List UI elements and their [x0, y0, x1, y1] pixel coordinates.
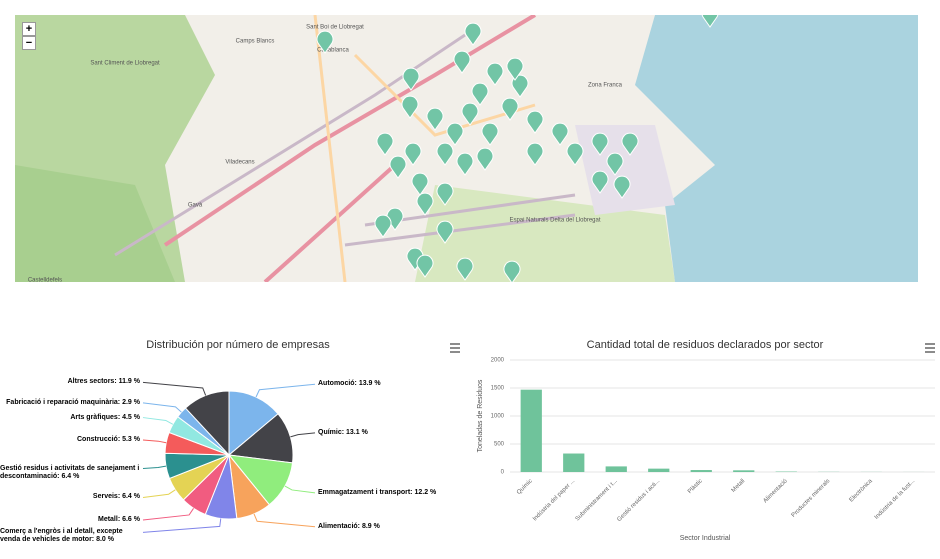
pie-svg: Distribución por número de empresas [0, 330, 470, 554]
chart-title: Cantidad total de residuos declarados po… [587, 339, 824, 351]
label-connector [143, 440, 166, 443]
bar [691, 470, 712, 472]
map-label: Espai Naturals Delta del Llobregat [509, 218, 600, 224]
bar-svg: Cantidad total de residuos declarados po… [470, 330, 940, 554]
map-label: Camps Blancs [236, 39, 275, 45]
label-connector [143, 508, 194, 520]
map-label: Sant Climent de Llobregat [90, 61, 160, 67]
y-tick-label: 1500 [491, 386, 505, 392]
data-label: Automoció: 13.9 % [318, 380, 381, 388]
x-tick-label: Gestió residus i acti... [616, 478, 661, 523]
label-connector [143, 382, 206, 395]
x-tick-label: Productes minerals [791, 478, 832, 519]
pie-menu[interactable] [447, 340, 467, 360]
bar-chart: Cantidad total de residuos declarados po… [470, 330, 940, 554]
label-connector [254, 514, 315, 527]
x-tick-label: Químic [516, 478, 534, 496]
data-label: Arts gràfiques: 4.5 % [70, 414, 140, 422]
y-tick-label: 0 [501, 470, 505, 476]
x-tick-label: Alimentació [763, 478, 790, 505]
map-label: Sant Boi de Llobregat [306, 25, 364, 31]
label-connector [143, 403, 181, 412]
x-axis-title: Sector Industrial [680, 535, 731, 542]
x-tick-label: Subministrament i t... [575, 478, 619, 522]
label-connector [285, 486, 315, 493]
data-label: Fabricació i reparació maquinària: 2.9 % [6, 399, 140, 407]
label-connector [290, 433, 315, 437]
bar [563, 454, 584, 472]
x-tick-label: Indústria del paper ... [532, 478, 576, 522]
label-connector [256, 384, 315, 397]
map-label: Viladecans [225, 160, 254, 166]
bar [733, 470, 754, 472]
x-tick-label: Plàstic [687, 478, 704, 495]
pie-chart: Distribución por número de empresas Auto… [0, 330, 470, 554]
y-tick-label: 1000 [491, 414, 505, 420]
x-tick-label: Metall [731, 478, 747, 494]
data-label: Alimentació: 8.9 % [318, 523, 380, 531]
map-label: Zona Franca [588, 83, 623, 89]
zoom-in[interactable]: + [22, 22, 36, 36]
data-label: Altres sectors: 11.9 % [68, 378, 140, 386]
data-label: Construcció: 5.3 % [77, 436, 140, 444]
data-label: Serveis: 6.4 % [93, 493, 140, 501]
label-connector [143, 490, 175, 498]
x-tick-label: Indústria de la fust... [874, 478, 917, 521]
label-connector [143, 518, 221, 532]
zoom-out[interactable]: − [22, 36, 36, 50]
data-label: Emmagatzament i transport: 12.2 % [318, 489, 436, 497]
y-axis-title: Toneladas de Residuos [477, 379, 484, 452]
chart-title: Distribución por número de empresas [146, 339, 330, 351]
bar-menu[interactable] [922, 340, 940, 360]
data-label: Gestió residus i activitats de sanejamen… [0, 465, 140, 481]
bar [606, 466, 627, 472]
label-connector [143, 418, 173, 425]
data-label: Comerç a l'engròs i al detall, excepte v… [0, 528, 140, 544]
y-tick-label: 500 [494, 442, 505, 448]
data-label: Metall: 6.6 % [98, 516, 140, 524]
label-connector [143, 466, 166, 468]
bar [648, 469, 669, 472]
map-label: Gavà [188, 203, 203, 209]
x-tick-label: Electrònica [849, 478, 875, 504]
bar [521, 390, 542, 472]
data-label: Químic: 13.1 % [318, 429, 368, 437]
map-label: Castelldefels [28, 278, 62, 282]
y-tick-label: 2000 [491, 358, 505, 364]
